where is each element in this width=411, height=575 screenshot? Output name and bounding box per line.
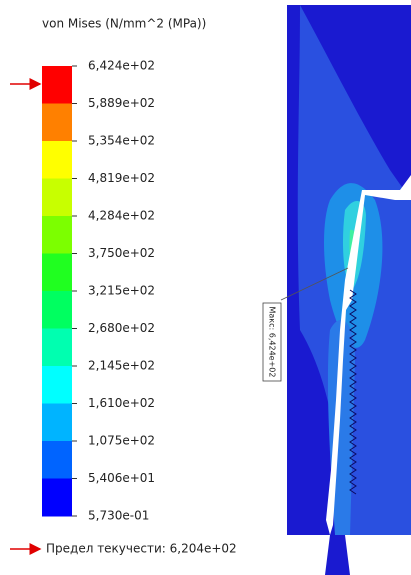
legend-band xyxy=(42,216,72,254)
model-view: Макс: 6,424e+02 xyxy=(263,5,411,575)
legend-title: von Mises (N/mm^2 (MPa)) xyxy=(42,17,206,31)
legend-band xyxy=(42,404,72,442)
legend-label: 5,889e+02 xyxy=(88,96,155,110)
legend-label: 5,406e+01 xyxy=(88,471,155,485)
legend-band xyxy=(42,254,72,292)
legend-band xyxy=(42,66,72,104)
legend-band xyxy=(42,479,72,517)
legend-label: 5,730e-01 xyxy=(88,509,149,523)
legend-band xyxy=(42,441,72,479)
legend-band xyxy=(42,291,72,329)
legend-label: 5,354e+02 xyxy=(88,134,155,148)
legend-band xyxy=(42,366,72,404)
legend-band xyxy=(42,179,72,217)
legend-label: 3,750e+02 xyxy=(88,246,155,260)
yield-label: Предел текучести: 6,204e+02 xyxy=(46,542,237,556)
legend-band xyxy=(42,329,72,367)
legend-label: 4,284e+02 xyxy=(88,209,155,223)
legend-label: 6,424e+02 xyxy=(88,59,155,73)
legend-label: 4,819e+02 xyxy=(88,171,155,185)
legend-label: 1,610e+02 xyxy=(88,396,155,410)
legend-label: 2,145e+02 xyxy=(88,359,155,373)
legend-label: 1,075e+02 xyxy=(88,434,155,448)
probe-label: Макс: 6,424e+02 xyxy=(268,307,277,378)
screenshot: von Mises (N/mm^2 (MPa)) 6,424e+02 5,889e… xyxy=(0,0,411,575)
legend-bar: 6,424e+02 5,889e+02 5,354e+02 4,819e+02 4,28… xyxy=(42,59,155,523)
legend-band xyxy=(42,141,72,179)
legend-band xyxy=(42,104,72,142)
legend-label: 2,680e+02 xyxy=(88,321,155,335)
legend-label: 3,215e+02 xyxy=(88,284,155,298)
